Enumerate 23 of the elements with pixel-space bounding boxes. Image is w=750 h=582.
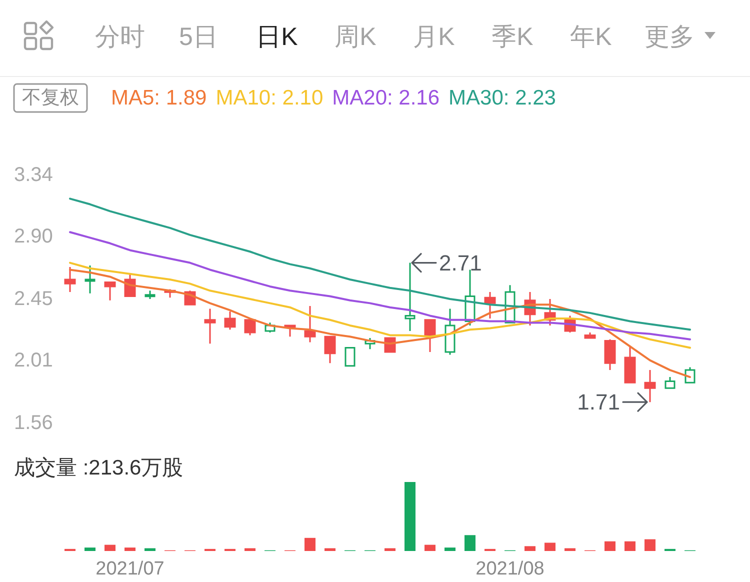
y-tick-label: 2.01 [14,349,53,372]
x-tick-label: 2021/08 [476,558,544,580]
y-tick-label: 3.34 [14,164,53,186]
x-tick-label: 2021/07 [96,558,164,580]
text: 年K [570,23,612,51]
y-tick-label: 2.45 [14,288,53,310]
text: 季K [492,23,534,51]
chart-title: 成交量 :213.6万股 [14,456,184,480]
text: 日K [256,23,298,51]
text: 不复权 [22,88,79,108]
annotation: 1.71 [577,390,620,415]
y-tick-label: 1.56 [14,412,53,434]
text: 5日 [179,23,218,51]
y-tick-label: 2.90 [14,225,53,248]
text: MA10: 2.10 [216,86,324,110]
annotation: 2.71 [439,250,482,276]
text: 周K [334,23,377,51]
text: 月K [413,23,456,51]
text: MA30: 2.23 [448,86,556,110]
text: 分时 [95,23,145,51]
text: 更多 [644,23,694,51]
text: MA5: 1.89 [111,86,207,110]
text: MA20: 2.16 [332,86,440,110]
